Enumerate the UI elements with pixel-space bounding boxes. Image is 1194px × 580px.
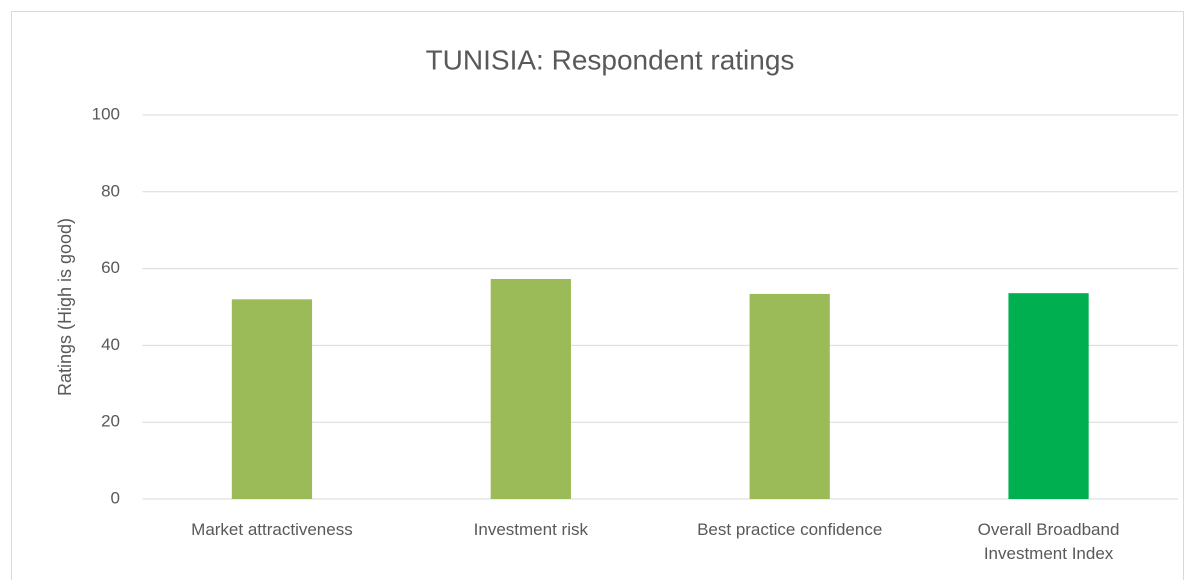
x-tick-label: Overall Broadband Investment Index bbox=[977, 520, 1120, 563]
bar bbox=[749, 293, 830, 499]
bar bbox=[1008, 293, 1089, 499]
y-tick-label: 40 bbox=[101, 335, 120, 354]
y-axis-label: Ratings (High is good) bbox=[55, 218, 75, 396]
chart-border bbox=[11, 11, 1184, 580]
x-tick-label: Best practice confidence bbox=[697, 520, 883, 539]
x-tick-label: Investment risk bbox=[473, 520, 588, 539]
chart-title: TUNISIA: Respondent ratings bbox=[426, 44, 795, 75]
y-tick-label: 80 bbox=[101, 181, 120, 200]
x-tick-label: Market attractiveness bbox=[191, 520, 353, 539]
y-tick-label: 100 bbox=[92, 104, 120, 123]
bar bbox=[231, 299, 313, 499]
y-tick-label: 0 bbox=[111, 488, 120, 507]
bar bbox=[490, 278, 571, 499]
y-tick-label: 20 bbox=[101, 412, 120, 431]
y-tick-label: 60 bbox=[101, 258, 120, 277]
